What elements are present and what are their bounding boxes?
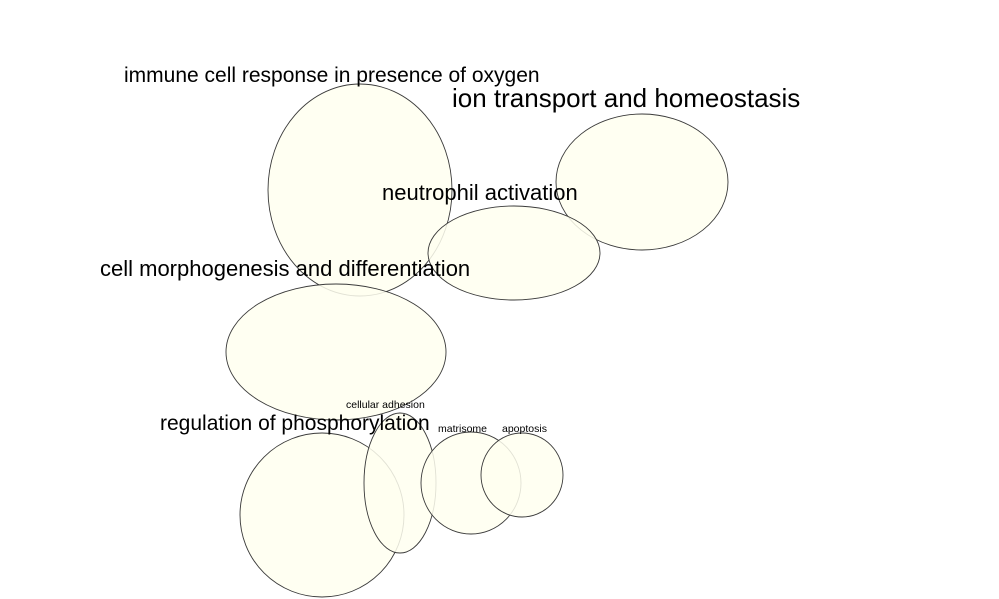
cluster-label-matrisome: matrisome xyxy=(438,423,487,435)
cluster-ellipses xyxy=(226,84,728,597)
cluster-label-apoptosis: apoptosis xyxy=(502,423,547,435)
cluster-label-morphogenesis: cell morphogenesis and differentiation xyxy=(100,256,470,281)
cluster-apoptosis-ellipse[interactable] xyxy=(481,433,563,517)
cluster-label-phosphorylation: regulation of phosphorylation xyxy=(160,412,430,435)
cluster-label-adhesion: cellular adhesion xyxy=(346,399,425,411)
cluster-neutrophil-ellipse[interactable] xyxy=(428,206,600,300)
cluster-label-ion: ion transport and homeostasis xyxy=(452,83,800,113)
cluster-label-neutrophil: neutrophil activation xyxy=(382,180,578,205)
